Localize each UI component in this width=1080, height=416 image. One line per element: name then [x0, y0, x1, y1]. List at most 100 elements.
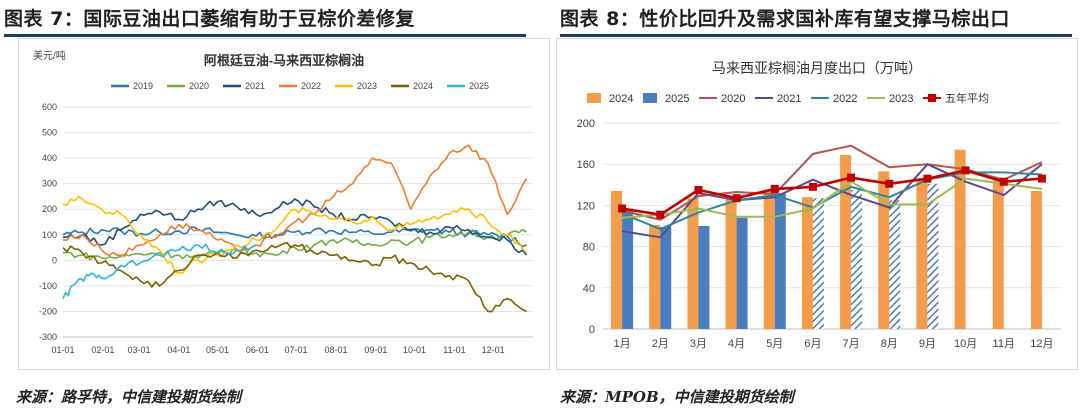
- series-line-2021: [621, 163, 1043, 239]
- bar-2025-7月: [851, 189, 863, 329]
- right-chart-panel: 马来西亚棕榈油月度出口（万吨） 2024 2025 2020 2021 2022 2023 五…: [556, 38, 1078, 370]
- bar-2024-5月: [763, 189, 775, 329]
- y-tick-label: 80: [583, 242, 595, 254]
- y-tick-label: 0: [52, 255, 57, 265]
- series-line-2019: [62, 226, 527, 248]
- legend-label-2019: 2019: [133, 81, 153, 91]
- marker-五年平均-2月: [656, 210, 665, 219]
- legend-label-2021: 2021: [777, 93, 801, 105]
- legend-label-2024: 2024: [609, 93, 633, 105]
- right-source-note: 来源：MPOB，中信建投期货绘制: [560, 388, 794, 406]
- left-chart-panel: 阿根廷豆油-马来西亚棕榈油 美元/吨 2019 2020 2021 2022 2023 202…: [18, 38, 550, 370]
- y-tick-label: 300: [42, 179, 57, 189]
- y-tick-label: 200: [577, 118, 595, 130]
- y-tick-label: -200: [39, 306, 57, 316]
- bar-2024-10月: [954, 149, 966, 329]
- x-tick-label: 05-01: [206, 345, 229, 355]
- bar-2024-11月: [992, 180, 1004, 329]
- marker-五年平均-6月: [808, 182, 817, 191]
- legend-label-2025: 2025: [469, 81, 489, 91]
- y-tick-label: 400: [42, 153, 57, 163]
- right-bar-line-chart: 马来西亚棕榈油月度出口（万吨） 2024 2025 2020 2021 2022 2023 五…: [577, 60, 1061, 350]
- y-tick-label: 160: [577, 159, 595, 171]
- y-tick-label: 500: [42, 128, 57, 138]
- marker-五年平均-11月: [999, 177, 1008, 186]
- legend-label-2024: 2024: [413, 81, 433, 91]
- y-tick-label: -100: [39, 281, 57, 291]
- bar-2024-6月: [801, 197, 813, 329]
- y-tick-label: 600: [42, 102, 57, 112]
- bar-2025-5月: [774, 193, 786, 329]
- bar-2024-3月: [687, 198, 699, 329]
- series-line-2023: [622, 177, 1043, 219]
- series-line-2024: [62, 241, 527, 313]
- marker-五年平均-12月: [1037, 174, 1046, 183]
- x-tick-label: 01-01: [51, 345, 74, 355]
- x-tick-label: 2月: [652, 338, 669, 350]
- right-chart-title: 马来西亚棕榈油月度出口（万吨）: [712, 60, 922, 76]
- x-tick-label: 8月: [881, 338, 898, 350]
- marker-五年平均-8月: [885, 179, 894, 188]
- x-tick-label: 08-01: [324, 345, 347, 355]
- right-figure-title: 图表 8：性价比回升及需求国补库有望支撑马棕出口: [560, 8, 1010, 30]
- left-line-chart: 阿根廷豆油-马来西亚棕榈油 美元/吨 2019 2020 2021 2022 2023 202…: [33, 49, 533, 355]
- left-title-rule: [4, 34, 526, 37]
- bar-2025-9月: [927, 183, 939, 329]
- y-tick-label: 40: [583, 283, 595, 295]
- bar-2024-2月: [649, 224, 661, 329]
- series-line-2021: [62, 198, 528, 256]
- series-line-2025: [62, 243, 257, 300]
- left-source-note: 来源：路孚特，中信建投期货绘制: [16, 388, 242, 406]
- bar-2025-2月: [660, 227, 672, 329]
- legend-swatch-2024: [587, 93, 601, 103]
- x-tick-label: 11月: [993, 338, 1015, 350]
- x-tick-label: 10月: [954, 338, 977, 350]
- right-title-rule: [560, 34, 1072, 37]
- legend-label-五年平均: 五年平均: [945, 91, 989, 105]
- x-tick-label: 07-01: [285, 345, 308, 355]
- legend-label-2020: 2020: [721, 93, 745, 105]
- marker-五年平均-7月: [847, 173, 856, 182]
- series-line-五年平均: [621, 169, 1043, 216]
- y-tick-label: 120: [577, 200, 595, 212]
- legend-label-2021: 2021: [245, 81, 265, 91]
- y-tick-label: -300: [39, 332, 57, 342]
- marker-五年平均-10月: [961, 166, 970, 175]
- bar-2024-1月: [611, 190, 623, 329]
- x-tick-label: 04-01: [167, 345, 190, 355]
- x-tick-label: 3月: [690, 338, 707, 350]
- x-tick-label: 9月: [919, 338, 936, 350]
- marker-五年平均-5月: [770, 184, 779, 193]
- series-line-2023: [62, 195, 528, 274]
- left-figure-title: 图表 7：国际豆油出口萎缩有助于豆棕价差修复: [4, 8, 415, 30]
- bar-2025-1月: [622, 208, 634, 329]
- left-y-unit-label: 美元/吨: [33, 49, 66, 62]
- bar-2024-12月: [1030, 190, 1042, 329]
- marker-五年平均-3月: [694, 185, 703, 194]
- y-tick-label: 200: [42, 204, 57, 214]
- x-tick-label: 7月: [843, 338, 860, 350]
- bar-2024-4月: [725, 198, 737, 329]
- legend-label-2022: 2022: [833, 93, 857, 105]
- bar-2025-3月: [698, 226, 710, 329]
- left-chart-title: 阿根廷豆油-马来西亚棕榈油: [204, 53, 364, 68]
- x-tick-label: 5月: [766, 338, 783, 350]
- x-tick-label: 6月: [804, 338, 821, 350]
- bar-2025-6月: [812, 198, 824, 329]
- legend-label-2023: 2023: [889, 93, 913, 105]
- y-tick-label: 100: [42, 230, 57, 240]
- bar-2024-7月: [840, 154, 852, 329]
- legend-label-2022: 2022: [301, 81, 321, 91]
- x-tick-label: 11-01: [443, 345, 465, 355]
- legend-label-2025: 2025: [665, 93, 689, 105]
- bar-2024-8月: [878, 171, 890, 329]
- x-tick-label: 4月: [728, 338, 745, 350]
- x-tick-label: 02-01: [91, 345, 114, 355]
- bar-2024-9月: [916, 178, 928, 329]
- x-tick-label: 03-01: [127, 345, 150, 355]
- legend-marker-五年平均: [928, 94, 936, 102]
- bar-2025-4月: [736, 217, 748, 329]
- marker-五年平均-9月: [923, 174, 932, 183]
- marker-五年平均-4月: [732, 194, 741, 203]
- series-line-2022: [62, 144, 528, 257]
